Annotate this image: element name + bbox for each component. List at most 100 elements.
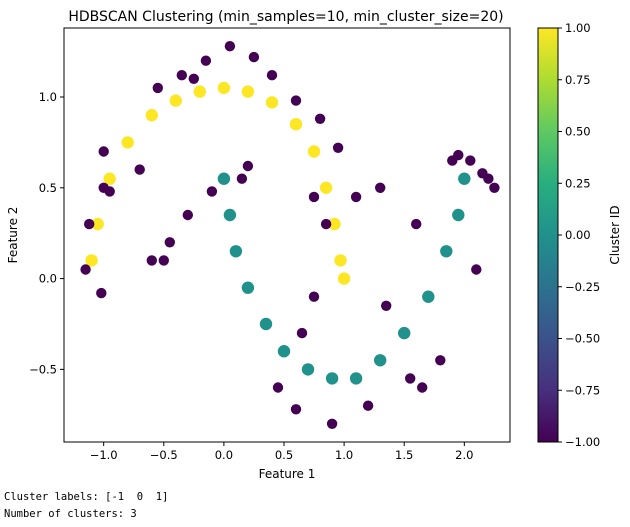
scatter-point: [84, 218, 95, 230]
colorbar-tick-label: 0.00: [565, 228, 591, 242]
scatter-point: [146, 255, 157, 266]
scatter-point: [266, 70, 278, 81]
scatter-point: [337, 272, 351, 285]
scatter-point: [326, 418, 338, 429]
scatter-point: [411, 218, 422, 230]
scatter-point: [158, 255, 169, 266]
x-axis-label: Feature 1: [259, 467, 316, 481]
scatter-point: [121, 136, 134, 149]
y-tick-label: 0.0: [39, 272, 57, 286]
x-tick-label: 2.0: [455, 448, 473, 462]
scatter-point: [224, 41, 236, 52]
scatter-point: [405, 373, 416, 384]
scatter-point: [242, 160, 254, 172]
scatter-point: [440, 245, 453, 258]
scatter-point: [169, 94, 182, 107]
y-tick-label: 0.5: [39, 181, 57, 195]
scatter-point: [236, 173, 248, 184]
scatter-point: [182, 209, 193, 221]
scatter-point: [193, 85, 206, 98]
scatter-point: [96, 287, 107, 299]
cluster-1-points: [85, 81, 351, 285]
output-number-of-clusters: Number of clusters: 3: [4, 508, 137, 520]
scatter-point: [320, 218, 332, 230]
x-tick-label: 1.0: [335, 448, 353, 462]
y-axis-label: Feature 2: [6, 207, 20, 264]
scatter-point: [374, 354, 387, 367]
colorbar-tick-label: 0.50: [565, 125, 591, 139]
colorbar-tick-label: 0.25: [565, 176, 591, 190]
colorbar-tick-label: −1.00: [565, 435, 600, 449]
colorbar-tick-label: −0.25: [565, 280, 600, 294]
scatter-point: [489, 182, 500, 193]
scatter-point: [375, 182, 386, 193]
scatter-point: [164, 237, 175, 248]
scatter-point: [152, 82, 163, 94]
x-axis: −1.0 −0.5 0.0 0.5 1.0 1.5 2.0: [90, 442, 473, 462]
scatter-point: [334, 254, 347, 267]
scatter-point: [328, 217, 341, 231]
scatter-point: [301, 363, 315, 376]
colorbar-tick-label: 0.75: [565, 73, 591, 87]
scatter-point: [98, 146, 109, 157]
scatter-point: [265, 96, 279, 109]
cluster--1-points: [80, 41, 500, 429]
x-tick-label: −0.5: [150, 448, 178, 462]
scatter-point: [458, 172, 471, 185]
scatter-point: [80, 264, 91, 275]
scatter-point: [362, 400, 374, 411]
scatter-point: [465, 155, 476, 166]
scatter-point: [307, 145, 321, 158]
scatter-point: [134, 164, 145, 175]
scatter-point: [103, 172, 116, 185]
scatter-point: [91, 217, 104, 231]
scatter-point: [296, 327, 308, 339]
scatter-point: [277, 345, 291, 358]
scatter-point: [188, 73, 199, 85]
scatter-point: [145, 109, 158, 122]
scatter-point: [308, 291, 320, 302]
scatter-point: [200, 55, 212, 66]
y-axis: −0.5 0.0 0.5 1.0: [29, 90, 64, 376]
scatter-point: [349, 372, 363, 385]
scatter-point: [398, 326, 411, 340]
colorbar-ticks: 1.00 0.75 0.50 0.25 0.00 −0.25 −0.50 −0.75 −1.00: [558, 21, 600, 449]
scatter-point: [104, 186, 115, 197]
colorbar-tick-label: −0.50: [565, 332, 600, 346]
scatter-point: [422, 290, 435, 303]
scatter-point: [272, 382, 284, 393]
colorbar-tick-label: 1.00: [565, 21, 591, 35]
colorbar-tick-label: −0.75: [565, 383, 600, 397]
scatter-point: [223, 208, 237, 222]
scatter-point: [477, 168, 488, 179]
scatter-point: [290, 404, 302, 415]
scatter-point: [325, 372, 339, 385]
plot-area-frame: [63, 27, 511, 443]
x-tick-label: 1.5: [395, 448, 413, 462]
scatter-point: [206, 186, 218, 197]
y-tick-label: 1.0: [39, 90, 57, 104]
hdbscan-figure: HDBSCAN Clustering (min_samples=10, min_…: [6, 9, 622, 481]
scatter-point: [290, 95, 302, 106]
scatter-point: [176, 70, 187, 81]
scatter-point: [217, 81, 231, 95]
colorbar: [537, 27, 559, 443]
scatter-point: [319, 181, 333, 194]
x-tick-label: 0.0: [215, 448, 233, 462]
x-tick-label: 0.5: [275, 448, 293, 462]
scatter-point: [241, 85, 255, 98]
scatter-point: [471, 264, 482, 275]
scatter-point: [452, 208, 465, 222]
x-tick-label: −1.0: [90, 448, 118, 462]
scatter-points: [80, 41, 500, 429]
chart-title: HDBSCAN Clustering (min_samples=10, min_…: [68, 9, 503, 25]
scatter-point: [453, 149, 464, 161]
colorbar-label: Cluster ID: [608, 205, 622, 264]
cluster-0-points: [217, 172, 471, 385]
output-cluster-labels: Cluster labels: [-1 0 1]: [4, 491, 169, 503]
scatter-point: [248, 51, 260, 63]
scatter-point: [217, 172, 231, 185]
scatter-point: [314, 113, 326, 125]
scatter-point: [289, 118, 303, 131]
scatter-point: [241, 281, 255, 294]
